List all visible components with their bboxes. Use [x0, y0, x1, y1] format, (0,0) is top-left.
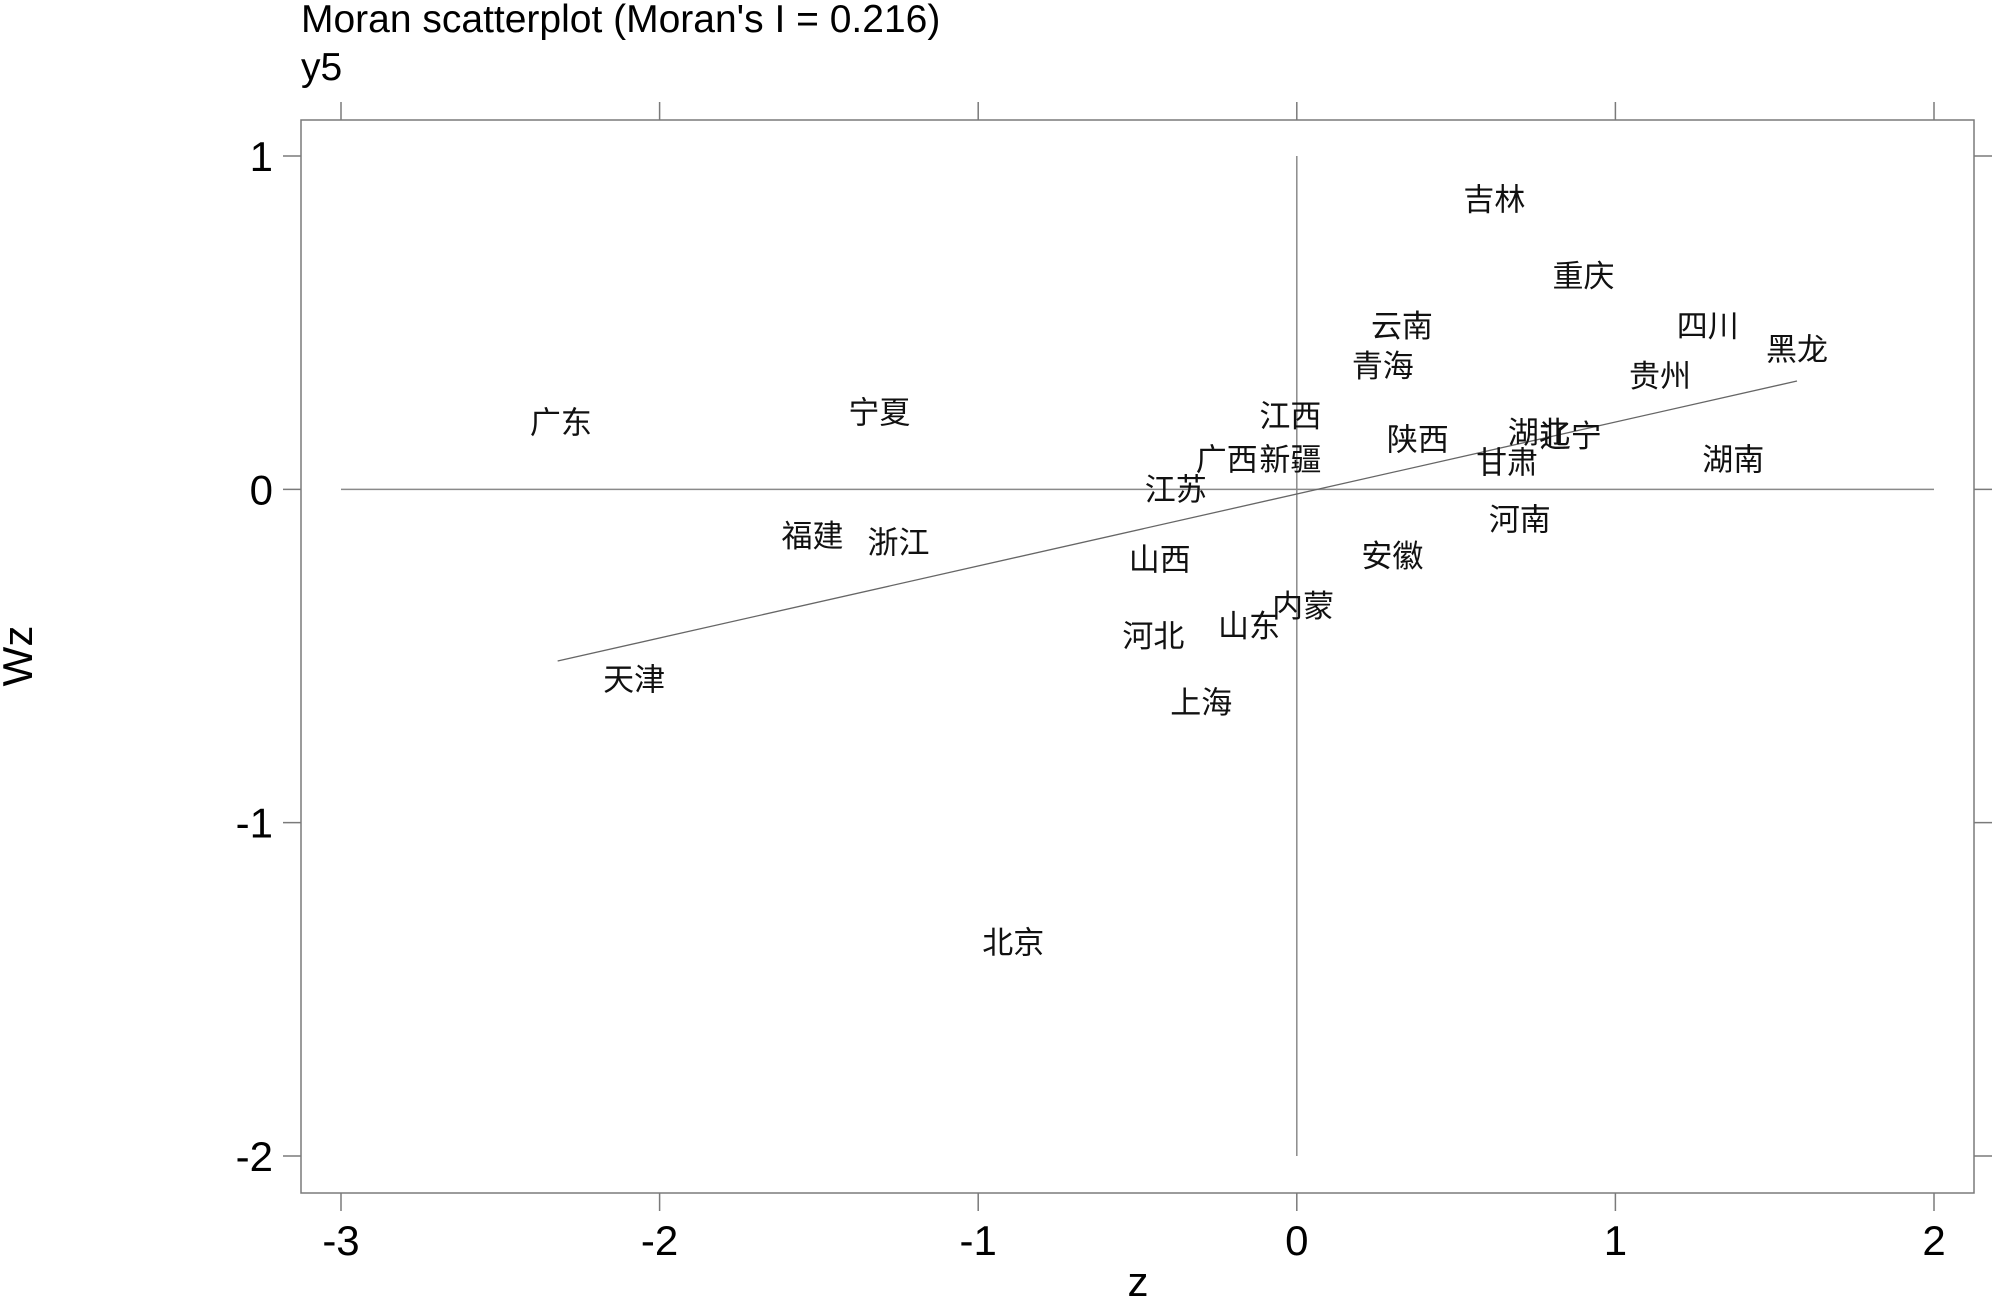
x-tick-label: -2 [641, 1217, 678, 1264]
x-tick-label: 0 [1285, 1217, 1308, 1264]
x-tick-label: 1 [1604, 1217, 1627, 1264]
point-label: 安徽 [1361, 539, 1423, 575]
point-label: 黑龙 [1766, 332, 1828, 368]
point-label: 北京 [982, 926, 1044, 962]
point-label: 天津 [603, 662, 665, 698]
fit-line [557, 380, 1798, 662]
x-tick-label: -1 [960, 1217, 997, 1264]
point-label: 湖北 [1508, 416, 1570, 452]
y-tick-label: -1 [236, 800, 273, 847]
point-label: 新疆 [1259, 442, 1321, 478]
point-label: 贵州 [1629, 359, 1691, 395]
x-axis-label: z [1128, 1258, 1149, 1300]
y-tick-label: 1 [250, 133, 273, 180]
point-label: 湖南 [1702, 442, 1764, 478]
point-label: 宁夏 [848, 396, 910, 432]
chart-subtitle: y5 [301, 46, 342, 89]
y-tick-label: 0 [250, 466, 273, 513]
fit-line-group [557, 380, 1798, 662]
point-label: 吉林 [1463, 182, 1525, 218]
point-label: 浙江 [868, 526, 930, 562]
point-label: 四川 [1677, 309, 1739, 345]
point-label: 重庆 [1553, 259, 1615, 295]
plot-frame [300, 119, 1975, 1194]
x-tick-label: -3 [322, 1217, 359, 1264]
x-axis-ticks: -3 -2 -1 0 1 2 [322, 102, 1946, 1264]
point-label: 河北 [1122, 619, 1184, 655]
point-label: 内蒙 [1272, 589, 1334, 625]
point-label: 山东 [1218, 609, 1280, 645]
y-tick-label: -2 [236, 1133, 273, 1180]
point-label: 辽宁 [1540, 419, 1602, 455]
point-label: 河南 [1489, 502, 1551, 538]
reference-lines [341, 156, 1934, 1156]
y-axis-ticks: 1 0 -1 -2 [236, 133, 1992, 1180]
point-label: 陕西 [1387, 422, 1449, 458]
point-label: 福建 [782, 519, 844, 555]
point-label: 江西 [1259, 399, 1321, 435]
point-label: 云南 [1371, 309, 1433, 345]
point-label: 上海 [1170, 686, 1232, 722]
chart-title: Moran scatterplot (Moran's I = 0.216) [301, 0, 940, 41]
x-tick-label: 2 [1922, 1217, 1945, 1264]
point-label: 山西 [1129, 542, 1191, 578]
point-label: 江苏 [1145, 472, 1207, 508]
point-label: 青海 [1352, 349, 1414, 385]
point-label: 广东 [530, 406, 592, 442]
point-label: 广西 [1196, 442, 1258, 478]
point-label: 甘肃 [1476, 446, 1538, 482]
y-axis-label: Wz [0, 626, 41, 687]
